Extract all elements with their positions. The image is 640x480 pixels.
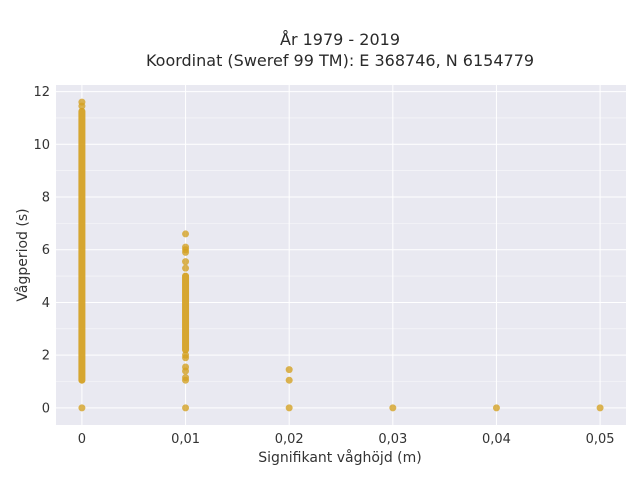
y-tick-label: 0: [42, 401, 50, 416]
dense-point-cluster: [182, 272, 190, 354]
scatter-point: [285, 366, 293, 374]
y-tick-label: 10: [33, 138, 50, 153]
scatter-point: [182, 404, 190, 412]
data-points: [78, 98, 604, 412]
x-tick-label: 0,03: [378, 432, 407, 447]
scatter-point: [182, 264, 190, 272]
y-tick-label: 12: [33, 85, 50, 100]
scatter-point: [182, 374, 190, 382]
scatter-point: [182, 230, 190, 238]
scatter-point: [596, 404, 604, 412]
x-axis-label: Signifikant våghöjd (m): [258, 449, 421, 466]
x-tick-label: 0,02: [275, 432, 304, 447]
scatter-point: [182, 363, 190, 371]
x-tick-label: 0: [78, 432, 86, 447]
scatter-point: [285, 376, 293, 384]
plot-area: [56, 85, 626, 425]
y-tick-label: 8: [42, 191, 50, 206]
y-axis-label: Vågperiod (s): [14, 208, 31, 301]
tick-labels: 0 2 4 6 8 10 12 0 0,01 0,02 0,03 0,04 0,05: [33, 85, 614, 447]
y-tick-label: 4: [42, 296, 50, 311]
chart-title-line-1: År 1979 - 2019: [280, 30, 400, 49]
scatter-point: [285, 404, 293, 412]
scatter-point: [492, 404, 500, 412]
scatter-point: [389, 404, 397, 412]
chart-title-line-2: Koordinat (Sweref 99 TM): E 368746, N 61…: [146, 51, 534, 70]
scatter-point: [78, 98, 86, 106]
x-tick-label: 0,05: [586, 432, 615, 447]
scatter-point: [182, 351, 190, 359]
y-tick-label: 2: [42, 349, 50, 364]
scatter-point: [182, 258, 190, 266]
y-tick-label: 6: [42, 243, 50, 258]
x-tick-label: 0,04: [482, 432, 511, 447]
x-tick-label: 0,01: [171, 432, 200, 447]
dense-point-cluster: [78, 107, 86, 384]
scatter-point: [78, 404, 86, 412]
scatter-point: [182, 243, 190, 251]
